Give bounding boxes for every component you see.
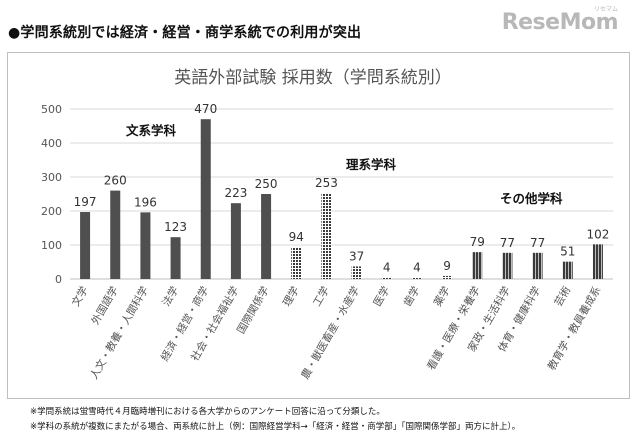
bar: [261, 194, 272, 279]
y-tick-label: 100: [41, 239, 62, 252]
x-tick-label: 文学: [69, 284, 91, 309]
bar-value-label: 9: [443, 259, 451, 273]
y-tick-label: 500: [41, 103, 62, 116]
bar: [381, 277, 392, 279]
bar: [321, 192, 332, 279]
bar-value-label: 250: [255, 177, 278, 191]
bar: [140, 212, 151, 279]
bar: [502, 252, 513, 279]
x-tick-label: 法学: [159, 284, 181, 309]
bar: [472, 252, 483, 279]
bar: [442, 275, 453, 279]
bar-value-label: 79: [470, 235, 485, 249]
bar: [110, 190, 121, 279]
resemom-logo: ReseMom: [501, 10, 619, 35]
bar-value-label: 253: [315, 176, 338, 190]
bar-value-label: 4: [413, 261, 421, 275]
bar-value-label: 77: [530, 236, 545, 250]
x-tick-label: 外国語学: [89, 284, 121, 327]
bar: [351, 266, 362, 279]
group-label-bunkei: 文系学科: [126, 123, 177, 138]
x-tick-label: 教育学・教員養成系: [545, 284, 604, 372]
x-tick-label: 看護・医療・栄養学: [424, 284, 483, 372]
bar: [170, 237, 181, 279]
y-tick-label: 0: [55, 273, 62, 286]
x-tick-label: 薬学: [431, 284, 453, 309]
bar-value-label: 51: [560, 245, 575, 259]
bar-chart: 英語外部試験 採用数（学問系統別） 0 100 200 300 400 500 197 文学 2…: [41, 68, 613, 381]
bar: [411, 277, 422, 279]
bar-value-label: 123: [164, 220, 187, 234]
bar-value-label: 196: [134, 195, 157, 209]
chart-frame: 英語外部試験 採用数（学問系統別） 0 100 200 300 400 500 197 文学 2…: [7, 52, 630, 399]
x-tick-label: 農・獣医畜産・水産学: [298, 284, 362, 381]
bar-value-label: 223: [224, 186, 247, 200]
bar: [562, 261, 573, 279]
bar-value-label: 94: [289, 230, 304, 244]
x-tick-label: 医学: [371, 284, 393, 309]
footnote-2: ※学科の系統が複数にまたがる場合、両系統に計上（例：国際経営学科→「経済・経営・…: [30, 422, 521, 432]
bar-value-label: 102: [586, 227, 609, 241]
bar-value-label: 77: [500, 236, 515, 250]
y-tick-label: 400: [41, 137, 62, 150]
x-tick-label: 芸術: [552, 284, 574, 309]
group-label-rikei: 理系学科: [346, 157, 397, 172]
x-tick-label: 理学: [280, 284, 302, 309]
group-label-sonota: その他学科: [500, 191, 563, 206]
bar-value-label: 470: [194, 102, 217, 116]
logo-ruby: リセマム: [593, 6, 618, 13]
bar: [230, 203, 241, 279]
bar: [291, 247, 302, 279]
x-tick-label: 歯学: [401, 284, 423, 309]
bar-value-label: 37: [349, 249, 364, 263]
bar-value-label: 197: [74, 195, 97, 209]
chart-title: 英語外部試験 採用数（学問系統別）: [174, 68, 451, 88]
x-tick-label: 人文・教養・人間科学: [87, 284, 151, 381]
bar: [200, 119, 211, 279]
bar: [532, 252, 543, 279]
footnote-1: ※学問系統は蛍雪時代４月臨時増刊における各大学からのアンケート回答に沿って分類し…: [30, 407, 385, 417]
bar: [592, 244, 603, 279]
bar-value-label: 4: [383, 261, 391, 275]
headline: ●学問系統別では経済・経営・商学系統での利用が突出: [8, 25, 362, 41]
bar-value-label: 260: [104, 174, 127, 188]
y-tick-label: 200: [41, 205, 62, 218]
x-tick-label: 工学: [310, 284, 332, 309]
bar: [80, 212, 91, 279]
y-tick-label: 300: [41, 171, 62, 184]
